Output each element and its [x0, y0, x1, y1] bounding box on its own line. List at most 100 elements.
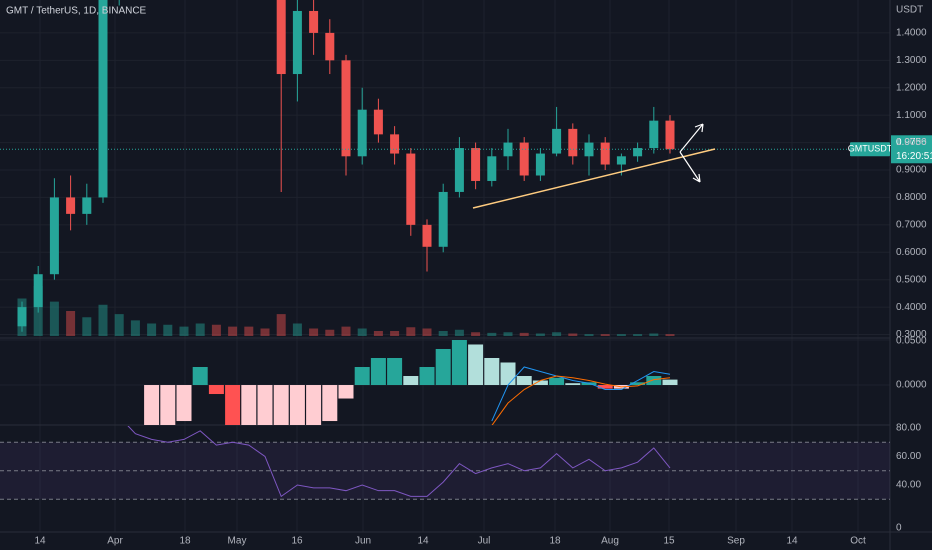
trend-line [472, 148, 716, 209]
macd-histogram-bar [516, 376, 532, 386]
macd-histogram-bar [338, 385, 354, 399]
rsi-pane [127, 426, 671, 498]
volume-bar [584, 334, 594, 336]
macd-histogram-bar [241, 385, 257, 425]
macd-tick-label: 0.0000 [896, 380, 927, 391]
price-tick-label: 1.0000 [896, 137, 927, 148]
macd-histogram-bar [387, 357, 403, 386]
volume-bar [649, 333, 659, 336]
time-tick-label: Oct [850, 536, 866, 547]
time-tick-label: 14 [786, 536, 798, 547]
volume-bar [600, 334, 610, 336]
macd-histogram-bar [160, 385, 176, 425]
macd-histogram-bar [192, 367, 208, 386]
grid [0, 0, 890, 532]
price-tick-label: 1.3000 [896, 55, 927, 66]
macd-histogram-bar [289, 385, 305, 425]
macd-line [491, 375, 671, 425]
price-unit: USDT [896, 5, 923, 16]
volume-bar [309, 328, 319, 336]
candle-body [66, 197, 76, 214]
time-tick-label: 15 [663, 536, 675, 547]
candle-body [406, 153, 416, 225]
candle-body [17, 307, 27, 327]
rsi-tick-label: 0 [896, 523, 902, 534]
price-tick-label: 0.8000 [896, 192, 927, 203]
candle-body [325, 32, 335, 61]
time-tick-label: 16 [291, 536, 303, 547]
candle-body [616, 156, 626, 165]
countdown-label: 16:20:51 [896, 151, 932, 162]
macd-pane [144, 339, 678, 425]
candle-body [276, 0, 286, 75]
last-price-label: 0.9756 [896, 137, 927, 148]
volume-bar [260, 328, 270, 336]
candle-body [519, 142, 529, 176]
rsi-tick-label: 80.00 [896, 423, 921, 434]
candle-body [487, 156, 497, 181]
volume-bar [228, 326, 238, 336]
rsi-tick-label: 60.00 [896, 451, 921, 462]
arrow-up [679, 123, 704, 153]
volume-bar [341, 326, 351, 336]
macd-histogram-bar [468, 344, 484, 386]
volume-bar [471, 332, 481, 336]
symbol-tag [850, 142, 890, 157]
arrow-down [679, 151, 701, 183]
candle-body [633, 148, 643, 157]
price-tick-label: 1.1000 [896, 110, 927, 121]
macd-histogram-bar [306, 385, 322, 425]
candle-body [471, 148, 481, 181]
time-tick-label: Apr [107, 536, 123, 547]
macd-histogram-bar [435, 348, 451, 386]
candle-body [454, 148, 464, 192]
candle-body [341, 60, 351, 157]
macd-histogram-bar [354, 367, 370, 386]
price-tick-label: 1.4000 [896, 28, 927, 39]
candle-body [292, 10, 302, 75]
time-tick-label: 14 [417, 536, 429, 547]
macd-line [491, 366, 671, 422]
candle-body [82, 197, 92, 214]
volume-bar [98, 304, 108, 336]
candle-body [98, 0, 108, 198]
macd-histogram-bar [662, 379, 678, 386]
volume-bar [422, 328, 432, 336]
candle-body [649, 120, 659, 149]
macd-histogram-bar [565, 383, 581, 386]
macd-histogram-bar [370, 357, 386, 386]
volume-bar [130, 320, 140, 336]
price-tick-label: 0.9000 [896, 165, 927, 176]
volume-bar [552, 332, 562, 336]
rsi-tick-label: 40.00 [896, 480, 921, 491]
macd-histogram-bar [500, 362, 516, 386]
candle-body [357, 109, 367, 157]
volume-bar [390, 331, 400, 336]
volume-bar [633, 334, 643, 336]
price-tick-label: 0.4000 [896, 302, 927, 313]
candle-body [373, 109, 383, 135]
time-tick-label: May [228, 536, 247, 547]
time-tick-label: Jun [355, 536, 371, 547]
volume-bar [487, 332, 497, 336]
macd-histogram-bar [549, 377, 565, 386]
rsi-line [127, 426, 671, 498]
chart-title: GMT / TetherUS, 1D, BINANCE [6, 6, 147, 17]
candle-body [309, 10, 319, 33]
volume-bar [211, 324, 221, 336]
price-tick-label: 0.7000 [896, 219, 927, 230]
symbol-label: GMTUSDT [848, 144, 893, 154]
price-pane [17, 0, 675, 336]
macd-histogram-bar [403, 376, 419, 386]
price-tick-label: 0.6000 [896, 247, 927, 258]
volume-bar [163, 324, 173, 336]
macd-histogram-bar [597, 385, 613, 389]
volume-bar [49, 301, 59, 336]
arrows [679, 123, 704, 183]
time-tick-label: 18 [179, 536, 191, 547]
volume-bar [503, 332, 513, 336]
macd-histogram-bar [176, 385, 192, 422]
